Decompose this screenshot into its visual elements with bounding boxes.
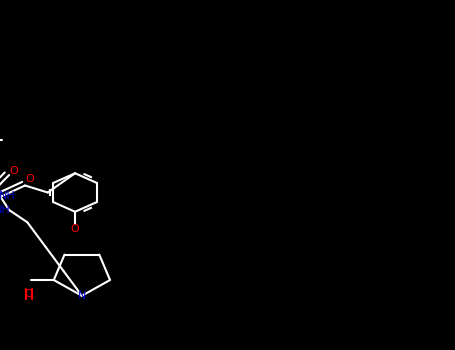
Text: NH: NH xyxy=(0,191,15,201)
Text: O: O xyxy=(9,167,18,176)
Text: O: O xyxy=(71,224,80,234)
Text: O: O xyxy=(25,289,33,299)
Text: O: O xyxy=(25,174,34,183)
Text: NH: NH xyxy=(0,205,10,215)
Text: N: N xyxy=(78,291,86,301)
